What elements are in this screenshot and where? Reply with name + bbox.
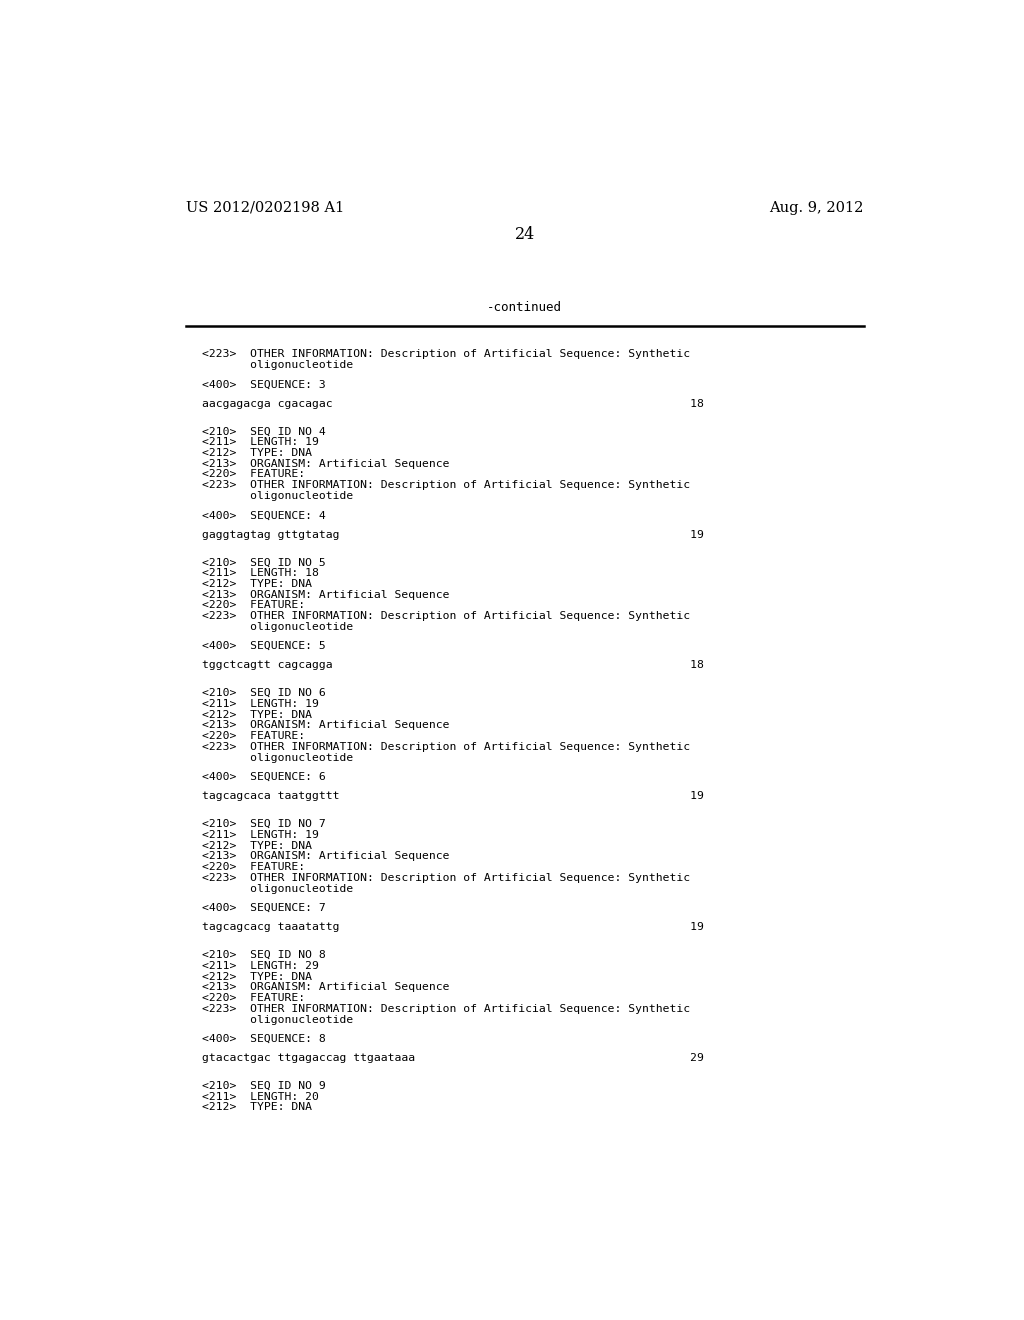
Text: <211>  LENGTH: 19: <211> LENGTH: 19: [202, 830, 318, 840]
Text: <213>  ORGANISM: Artificial Sequence: <213> ORGANISM: Artificial Sequence: [202, 721, 450, 730]
Text: <211>  LENGTH: 19: <211> LENGTH: 19: [202, 700, 318, 709]
Text: <223>  OTHER INFORMATION: Description of Artificial Sequence: Synthetic: <223> OTHER INFORMATION: Description of …: [202, 873, 690, 883]
Text: <212>  TYPE: DNA: <212> TYPE: DNA: [202, 1102, 311, 1113]
Text: -continued: -continued: [487, 301, 562, 314]
Text: <400>  SEQUENCE: 4: <400> SEQUENCE: 4: [202, 511, 326, 520]
Text: <400>  SEQUENCE: 7: <400> SEQUENCE: 7: [202, 903, 326, 913]
Text: <213>  ORGANISM: Artificial Sequence: <213> ORGANISM: Artificial Sequence: [202, 982, 450, 993]
Text: <211>  LENGTH: 29: <211> LENGTH: 29: [202, 961, 318, 970]
Text: <220>  FEATURE:: <220> FEATURE:: [202, 601, 305, 610]
Text: <212>  TYPE: DNA: <212> TYPE: DNA: [202, 972, 311, 982]
Text: oligonucleotide: oligonucleotide: [202, 884, 353, 894]
Text: <400>  SEQUENCE: 5: <400> SEQUENCE: 5: [202, 642, 326, 651]
Text: <210>  SEQ ID NO 8: <210> SEQ ID NO 8: [202, 950, 326, 960]
Text: Aug. 9, 2012: Aug. 9, 2012: [769, 201, 863, 215]
Text: oligonucleotide: oligonucleotide: [202, 752, 353, 763]
Text: <220>  FEATURE:: <220> FEATURE:: [202, 470, 305, 479]
Text: <400>  SEQUENCE: 3: <400> SEQUENCE: 3: [202, 379, 326, 389]
Text: <400>  SEQUENCE: 8: <400> SEQUENCE: 8: [202, 1034, 326, 1044]
Text: <211>  LENGTH: 18: <211> LENGTH: 18: [202, 568, 318, 578]
Text: <220>  FEATURE:: <220> FEATURE:: [202, 993, 305, 1003]
Text: <210>  SEQ ID NO 7: <210> SEQ ID NO 7: [202, 818, 326, 829]
Text: oligonucleotide: oligonucleotide: [202, 622, 353, 632]
Text: <223>  OTHER INFORMATION: Description of Artificial Sequence: Synthetic: <223> OTHER INFORMATION: Description of …: [202, 350, 690, 359]
Text: <220>  FEATURE:: <220> FEATURE:: [202, 731, 305, 742]
Text: US 2012/0202198 A1: US 2012/0202198 A1: [186, 201, 344, 215]
Text: <223>  OTHER INFORMATION: Description of Artificial Sequence: Synthetic: <223> OTHER INFORMATION: Description of …: [202, 611, 690, 622]
Text: tagcagcacg taaatattg                                                   19: tagcagcacg taaatattg 19: [202, 923, 703, 932]
Text: oligonucleotide: oligonucleotide: [202, 1015, 353, 1024]
Text: aacgagacga cgacagac                                                    18: aacgagacga cgacagac 18: [202, 399, 703, 409]
Text: <223>  OTHER INFORMATION: Description of Artificial Sequence: Synthetic: <223> OTHER INFORMATION: Description of …: [202, 742, 690, 752]
Text: <212>  TYPE: DNA: <212> TYPE: DNA: [202, 447, 311, 458]
Text: oligonucleotide: oligonucleotide: [202, 360, 353, 370]
Text: <223>  OTHER INFORMATION: Description of Artificial Sequence: Synthetic: <223> OTHER INFORMATION: Description of …: [202, 1003, 690, 1014]
Text: tagcagcaca taatggttt                                                   19: tagcagcaca taatggttt 19: [202, 792, 703, 801]
Text: <210>  SEQ ID NO 4: <210> SEQ ID NO 4: [202, 426, 326, 437]
Text: 24: 24: [515, 226, 535, 243]
Text: gaggtagtag gttgtatag                                                   19: gaggtagtag gttgtatag 19: [202, 529, 703, 540]
Text: <213>  ORGANISM: Artificial Sequence: <213> ORGANISM: Artificial Sequence: [202, 590, 450, 599]
Text: <210>  SEQ ID NO 9: <210> SEQ ID NO 9: [202, 1081, 326, 1090]
Text: <220>  FEATURE:: <220> FEATURE:: [202, 862, 305, 873]
Text: <210>  SEQ ID NO 5: <210> SEQ ID NO 5: [202, 557, 326, 568]
Text: <211>  LENGTH: 19: <211> LENGTH: 19: [202, 437, 318, 447]
Text: <223>  OTHER INFORMATION: Description of Artificial Sequence: Synthetic: <223> OTHER INFORMATION: Description of …: [202, 480, 690, 490]
Text: <213>  ORGANISM: Artificial Sequence: <213> ORGANISM: Artificial Sequence: [202, 459, 450, 469]
Text: <210>  SEQ ID NO 6: <210> SEQ ID NO 6: [202, 688, 326, 698]
Text: <213>  ORGANISM: Artificial Sequence: <213> ORGANISM: Artificial Sequence: [202, 851, 450, 862]
Text: gtacactgac ttgagaccag ttgaataaa                                        29: gtacactgac ttgagaccag ttgaataaa 29: [202, 1053, 703, 1063]
Text: <211>  LENGTH: 20: <211> LENGTH: 20: [202, 1092, 318, 1102]
Text: <400>  SEQUENCE: 6: <400> SEQUENCE: 6: [202, 772, 326, 781]
Text: tggctcagtt cagcagga                                                    18: tggctcagtt cagcagga 18: [202, 660, 703, 671]
Text: <212>  TYPE: DNA: <212> TYPE: DNA: [202, 710, 311, 719]
Text: oligonucleotide: oligonucleotide: [202, 491, 353, 502]
Text: <212>  TYPE: DNA: <212> TYPE: DNA: [202, 578, 311, 589]
Text: <212>  TYPE: DNA: <212> TYPE: DNA: [202, 841, 311, 850]
